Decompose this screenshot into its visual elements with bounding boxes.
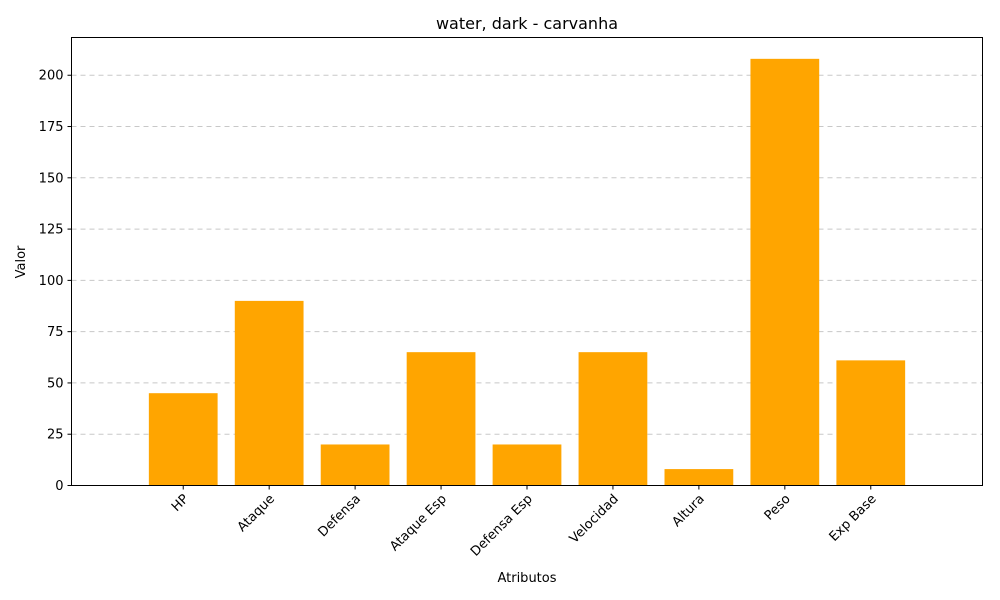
bar-peso (750, 58, 820, 486)
y-tick-label: 100 (39, 274, 64, 289)
bar-altura (664, 469, 734, 486)
y-tick-label: 175 (39, 120, 64, 135)
y-tick-label: 50 (47, 376, 64, 391)
y-tick-label: 25 (47, 428, 64, 443)
x-axis-ticks: HP Ataque Defensa Ataque Esp Defensa Esp Velo… (169, 485, 880, 560)
x-tick-label: Ataque Esp (387, 492, 450, 555)
y-axis-ticks: 0 25 50 75 100 125 150 175 200 (39, 69, 72, 494)
bar-hp (148, 393, 218, 486)
bar-defensa (320, 444, 390, 486)
x-tick-label: Defensa (315, 492, 363, 540)
y-tick-label: 125 (39, 223, 64, 238)
y-tick-label: 150 (39, 171, 64, 186)
x-tick-label: HP (169, 492, 192, 515)
bar-velocidad (578, 352, 648, 486)
bar-defensa-esp (492, 444, 562, 486)
bar-exp-base (836, 360, 906, 486)
chart-title: water, dark - carvanha (436, 14, 618, 33)
y-tick-label: 0 (55, 479, 63, 494)
y-axis-label: Valor (14, 245, 29, 278)
grid-lines (71, 74, 983, 435)
x-tick-label: Altura (669, 492, 707, 530)
bars (148, 58, 906, 486)
y-tick-label: 200 (39, 69, 64, 84)
bar-ataque (234, 300, 304, 486)
x-tick-label: Exp Base (827, 492, 880, 545)
x-tick-label: Velocidad (567, 492, 622, 547)
x-tick-label: Peso (762, 492, 794, 524)
x-axis-label: Atributos (497, 571, 556, 586)
bar-ataque-esp (406, 352, 476, 486)
x-tick-label: Defensa Esp (468, 492, 536, 560)
y-tick-label: 75 (47, 325, 64, 340)
x-tick-label: Ataque (235, 492, 278, 535)
